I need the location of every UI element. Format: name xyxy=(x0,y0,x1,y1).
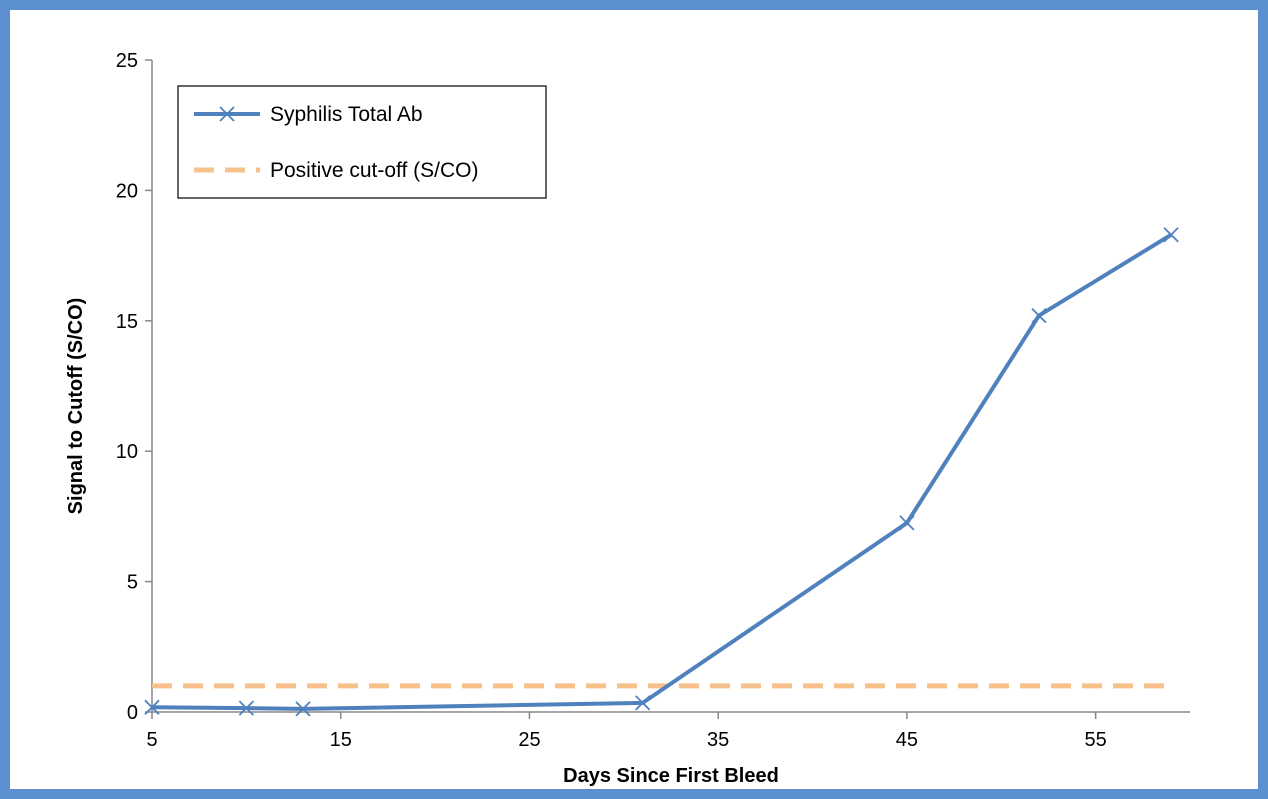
x-tick-label: 55 xyxy=(1085,729,1107,751)
data-point-marker xyxy=(144,699,160,715)
x-tick-label: 25 xyxy=(518,729,540,751)
legend-label-1: Positive cut-off (S/CO) xyxy=(270,159,479,182)
data-point-marker xyxy=(899,515,915,531)
y-tick-label: 10 xyxy=(116,441,138,463)
x-ticks: 5 15 25 35 45 55 xyxy=(146,712,1107,751)
data-point-marker xyxy=(295,701,311,717)
x-tick-label: 45 xyxy=(896,729,918,751)
series-layer xyxy=(144,227,1179,717)
y-tick-label: 20 xyxy=(116,180,138,202)
axes xyxy=(151,60,1190,713)
x-tick-label: 15 xyxy=(330,729,352,751)
y-tick-label: 5 xyxy=(127,572,138,594)
y-ticks: 0 5 10 15 20 25 xyxy=(116,50,152,724)
y-tick-label: 0 xyxy=(127,702,138,724)
data-point-marker xyxy=(238,700,255,716)
series-line-0 xyxy=(151,233,1173,711)
x-axis-title: Days Since First Bleed xyxy=(563,765,779,787)
legend: Syphilis Total Ab Positive cut-off (S/CO) xyxy=(177,85,547,199)
y-tick-label: 15 xyxy=(116,311,138,333)
x-tick-label: 5 xyxy=(146,729,157,751)
y-tick-label: 25 xyxy=(116,50,138,72)
y-axis-title: Signal to Cutoff (S/CO) xyxy=(65,298,87,515)
data-point-marker xyxy=(1163,227,1179,243)
data-point-marker xyxy=(635,695,651,711)
legend-label-0: Syphilis Total Ab xyxy=(270,103,423,126)
x-tick-label: 35 xyxy=(707,729,729,751)
data-point-marker xyxy=(1031,307,1047,324)
legend-box xyxy=(177,85,547,199)
legend-marker xyxy=(219,106,235,122)
